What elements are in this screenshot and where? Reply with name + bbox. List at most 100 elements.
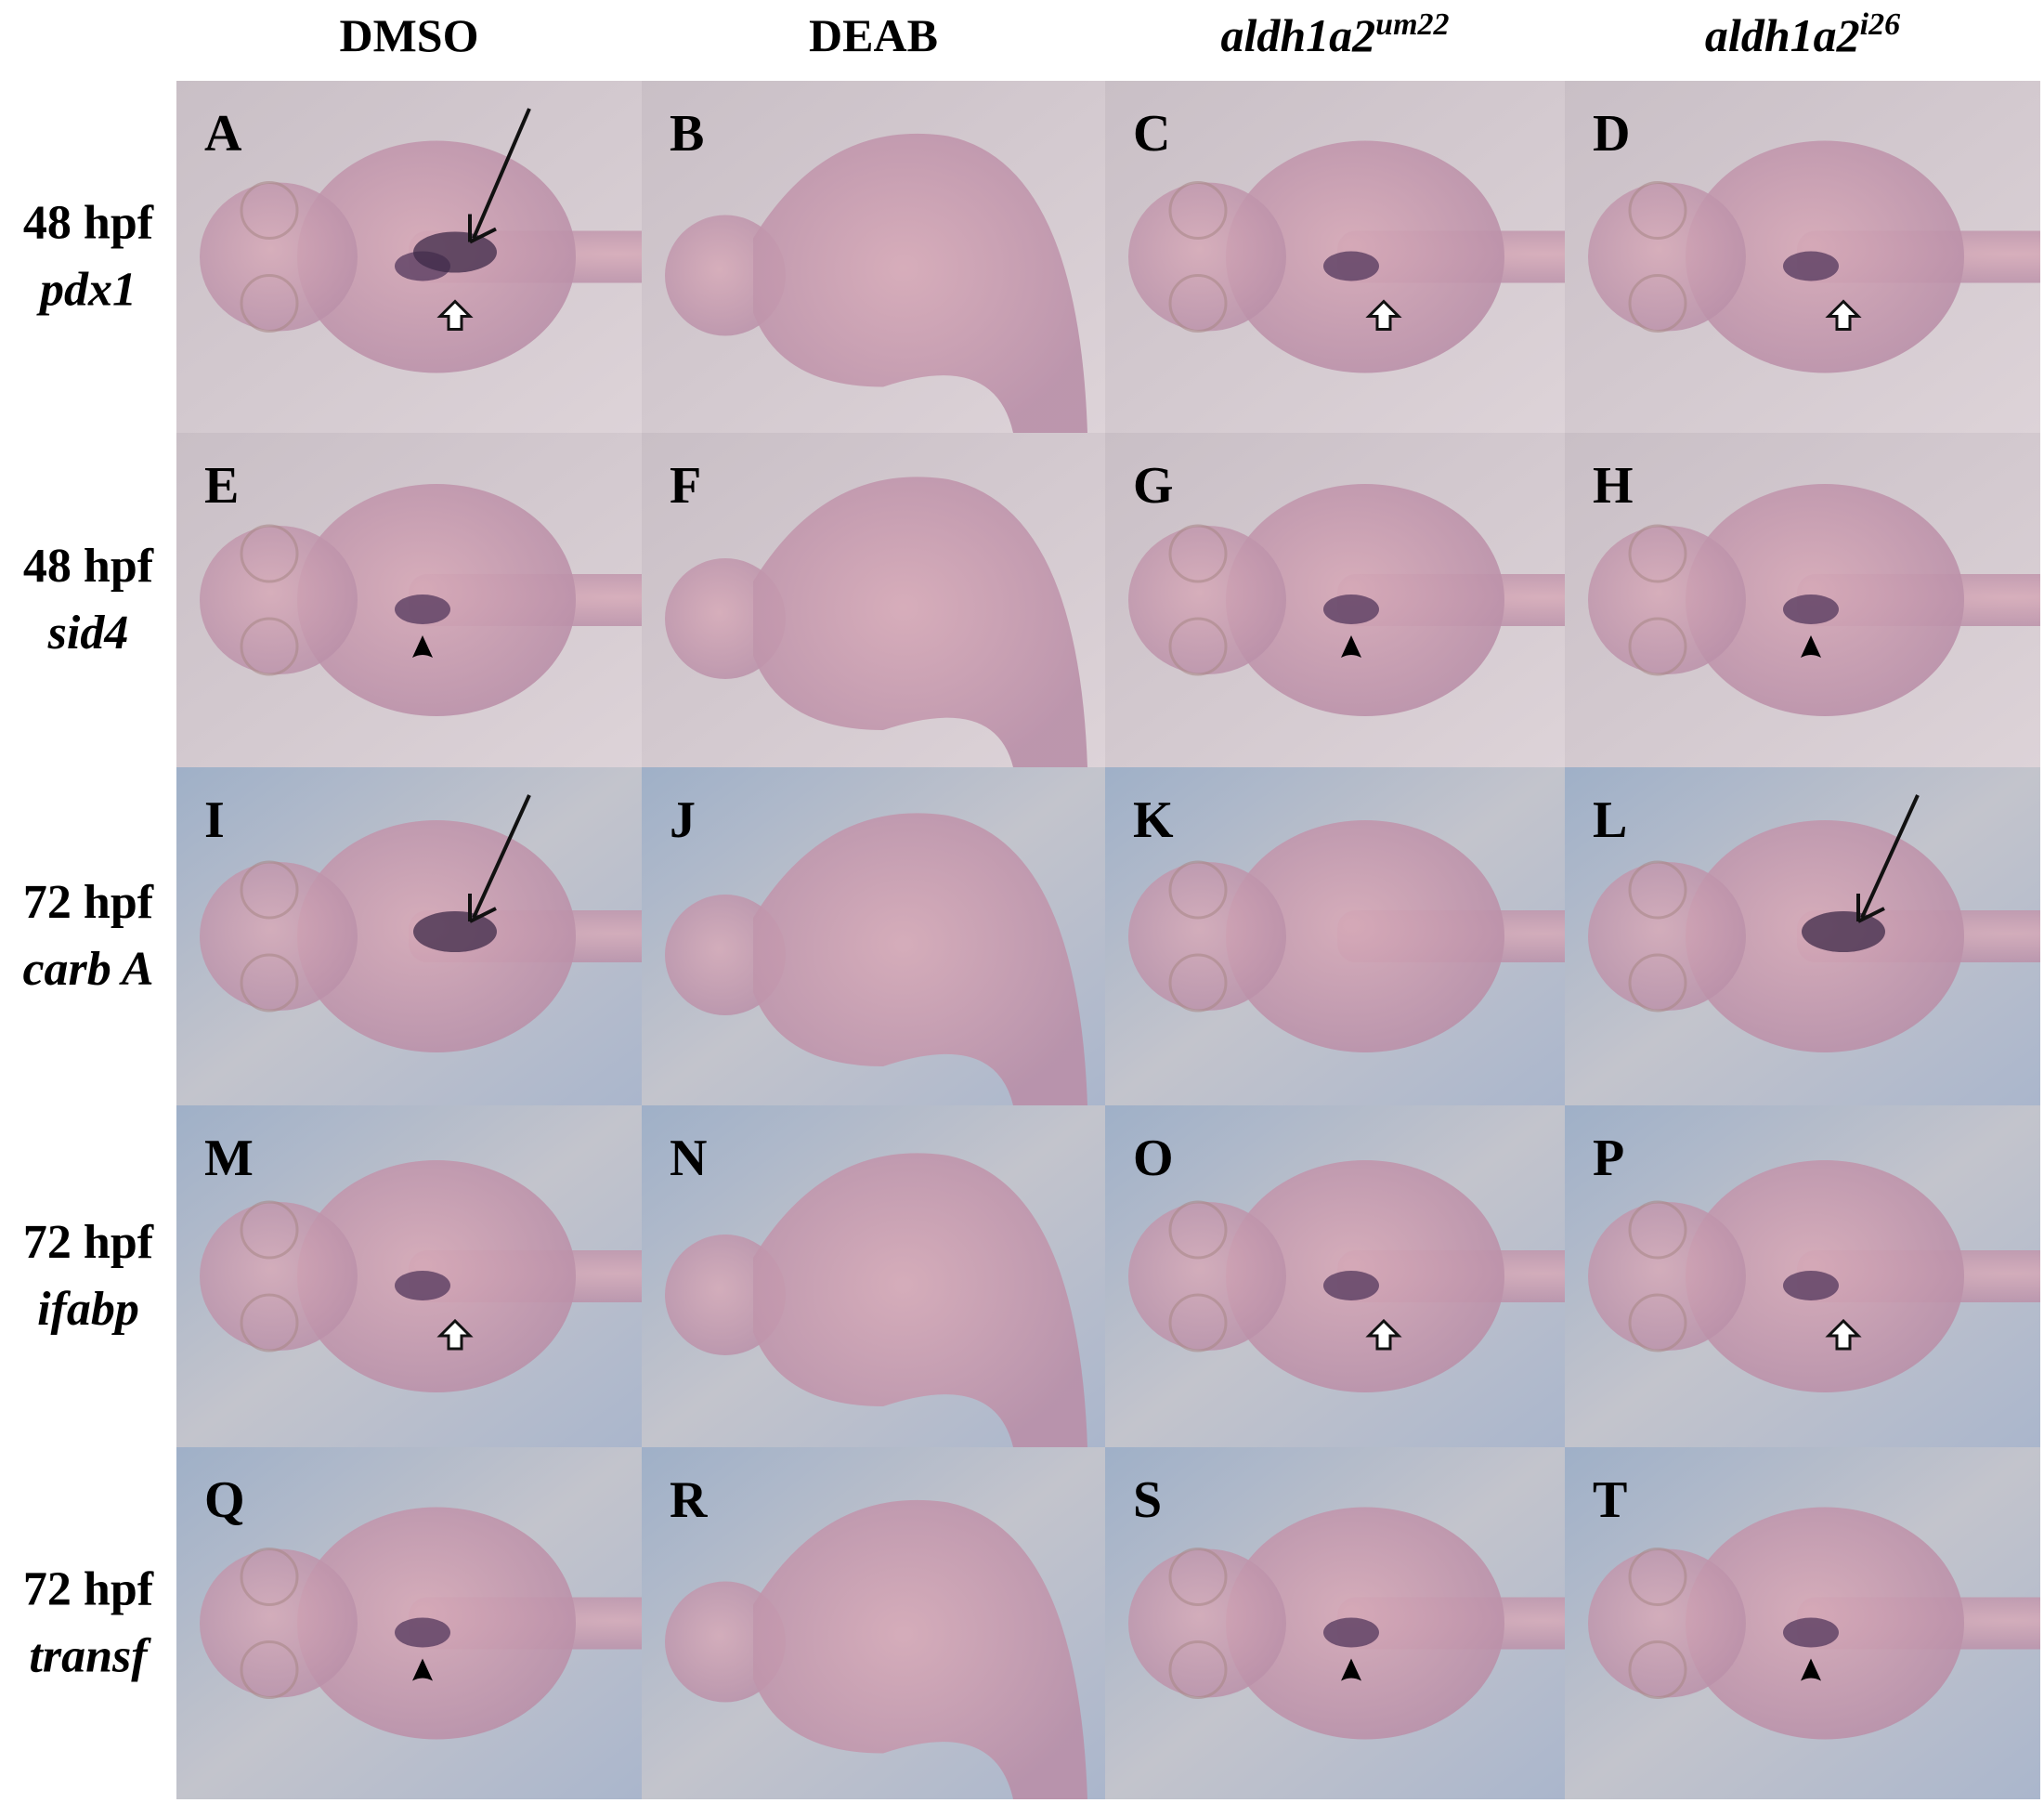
panel-letter: O xyxy=(1133,1130,1174,1187)
panel-letter: N xyxy=(670,1130,707,1187)
panel-letter: P xyxy=(1593,1130,1624,1187)
head xyxy=(1128,526,1286,674)
stain xyxy=(413,231,497,273)
arrow xyxy=(1860,794,1920,919)
panel: E xyxy=(176,433,642,767)
eye xyxy=(1628,1200,1687,1260)
stain xyxy=(1783,594,1839,624)
panel-image xyxy=(642,81,1105,433)
eye xyxy=(1168,1640,1228,1699)
eye xyxy=(240,1640,299,1699)
eye xyxy=(1628,1293,1687,1352)
panel-image xyxy=(1565,767,2040,1105)
body xyxy=(753,1153,1087,1447)
stain xyxy=(1783,1271,1839,1300)
head xyxy=(200,526,358,674)
panel-letter: I xyxy=(204,791,225,849)
row-gene: ifabp xyxy=(37,1283,139,1336)
eye xyxy=(240,1293,299,1352)
panel-letter: S xyxy=(1133,1471,1162,1529)
panel-image xyxy=(1105,1447,1565,1799)
header-sup: i26 xyxy=(1860,7,1900,42)
head xyxy=(1128,182,1286,332)
header-base: DMSO xyxy=(340,9,479,61)
panel: L xyxy=(1565,767,2040,1105)
arrow-head xyxy=(1856,894,1885,923)
panel-image xyxy=(176,767,642,1105)
arrowhead xyxy=(412,1658,433,1681)
panel-letter: Q xyxy=(204,1471,245,1529)
eye xyxy=(1168,1548,1228,1606)
head xyxy=(200,1548,358,1698)
body xyxy=(753,477,1087,767)
panel: C xyxy=(1105,81,1565,433)
open-arrow xyxy=(1365,299,1402,331)
eye xyxy=(240,617,299,676)
row-gene: pdx1 xyxy=(36,264,137,317)
arrowhead xyxy=(1801,1658,1821,1681)
stain xyxy=(1783,1617,1839,1648)
panel-letter: E xyxy=(204,457,239,515)
panel: J xyxy=(642,767,1105,1105)
arrow-head xyxy=(468,894,497,923)
head xyxy=(1588,526,1746,674)
panel: B xyxy=(642,81,1105,433)
eye xyxy=(1168,274,1228,333)
stain xyxy=(395,1617,450,1648)
head xyxy=(1128,1548,1286,1698)
eye xyxy=(240,1548,299,1606)
panel: A xyxy=(176,81,642,433)
arrowhead xyxy=(1341,635,1361,658)
eye xyxy=(1628,860,1687,920)
stain xyxy=(413,911,497,952)
open-arrow xyxy=(436,299,474,331)
panel-letter: A xyxy=(204,105,242,163)
panel: H xyxy=(1565,433,2040,767)
arrow xyxy=(472,794,531,919)
panel-image xyxy=(1565,1447,2040,1799)
panel: O xyxy=(1105,1105,1565,1447)
panel-image xyxy=(1105,433,1565,767)
panel-letter: T xyxy=(1593,1471,1627,1529)
panel: N xyxy=(642,1105,1105,1447)
stain xyxy=(1323,594,1379,624)
eye xyxy=(1628,181,1687,240)
body xyxy=(753,1499,1087,1799)
arrowhead xyxy=(1341,1658,1361,1681)
column-header: aldh1a2um22 xyxy=(1220,7,1449,61)
eye xyxy=(1168,1200,1228,1260)
panel: R xyxy=(642,1447,1105,1799)
head xyxy=(1128,1202,1286,1351)
eye xyxy=(1628,617,1687,676)
column-header: aldh1a2i26 xyxy=(1705,7,1900,61)
eye xyxy=(1628,1640,1687,1699)
arrow xyxy=(472,108,531,240)
stain xyxy=(1323,1271,1379,1300)
panel-image xyxy=(1105,1105,1565,1447)
panel-image xyxy=(642,1105,1105,1447)
row-gene: sid4 xyxy=(47,607,129,660)
panel-letter: K xyxy=(1133,791,1174,849)
stain xyxy=(1323,1617,1379,1648)
eye xyxy=(1168,953,1228,1013)
panel-image xyxy=(1105,767,1565,1105)
row-time: 48 hpf xyxy=(23,540,154,593)
panel-image xyxy=(1565,81,2040,433)
panel: S xyxy=(1105,1447,1565,1799)
head xyxy=(1588,1548,1746,1698)
arrowhead xyxy=(412,635,433,658)
open-arrow xyxy=(1825,1318,1862,1351)
eye xyxy=(1628,953,1687,1013)
head xyxy=(1588,1202,1746,1351)
panel-image xyxy=(1565,1105,2040,1447)
eye xyxy=(1168,181,1228,240)
eye xyxy=(240,524,299,583)
panel-image xyxy=(1105,81,1565,433)
panel-image xyxy=(176,1447,642,1799)
row-time: 72 hpf xyxy=(23,1563,154,1616)
head xyxy=(1588,182,1746,332)
eye xyxy=(1628,274,1687,333)
panel: M xyxy=(176,1105,642,1447)
